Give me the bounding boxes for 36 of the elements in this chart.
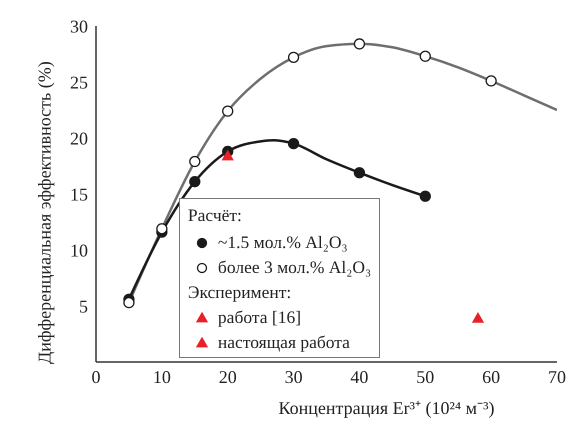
point — [189, 156, 200, 168]
legend-label: более 3 мол.% Al₂O₃ — [218, 256, 372, 279]
y-tick-label: 30 — [70, 16, 88, 36]
y-tick-label: 15 — [70, 184, 88, 204]
point — [485, 75, 497, 87]
annotation: Эксперимент: — [188, 282, 292, 302]
point — [288, 138, 300, 150]
y-tick-label: 20 — [70, 128, 88, 148]
point — [222, 150, 234, 160]
legend-label: работа [16] — [218, 306, 302, 329]
x-tick-label: 50 — [416, 366, 434, 387]
y-axis-title: Дифференциальная эффективность (%) — [34, 61, 54, 364]
point — [189, 176, 200, 188]
point — [123, 296, 135, 308]
point — [472, 312, 484, 323]
x-tick-label: 0 — [92, 366, 100, 387]
legend-label: ~1.5 мол.% Al₂O₃ — [218, 231, 348, 254]
x-tick-label: 20 — [218, 366, 237, 387]
point — [288, 52, 300, 64]
point — [222, 105, 234, 117]
x-tick-label: 30 — [284, 366, 303, 387]
x-tick-label: 70 — [548, 366, 566, 387]
point — [420, 50, 431, 62]
y-tick-label: 10 — [70, 240, 88, 260]
legend-label: настоящая работа — [218, 331, 350, 354]
y-tick-label: 25 — [70, 72, 88, 92]
x-tick-label: 10 — [152, 366, 171, 387]
x-axis-title: Концентрация Er³⁺ (10²⁴ м⁻³) — [278, 398, 494, 418]
point — [354, 38, 366, 50]
x-tick-label: 40 — [350, 366, 368, 387]
point — [420, 190, 431, 202]
point — [156, 223, 168, 234]
y-tick-label: 5 — [79, 296, 88, 316]
legend-title: Расчёт: — [188, 205, 242, 225]
x-tick-label: 60 — [482, 366, 500, 387]
point — [354, 167, 366, 178]
